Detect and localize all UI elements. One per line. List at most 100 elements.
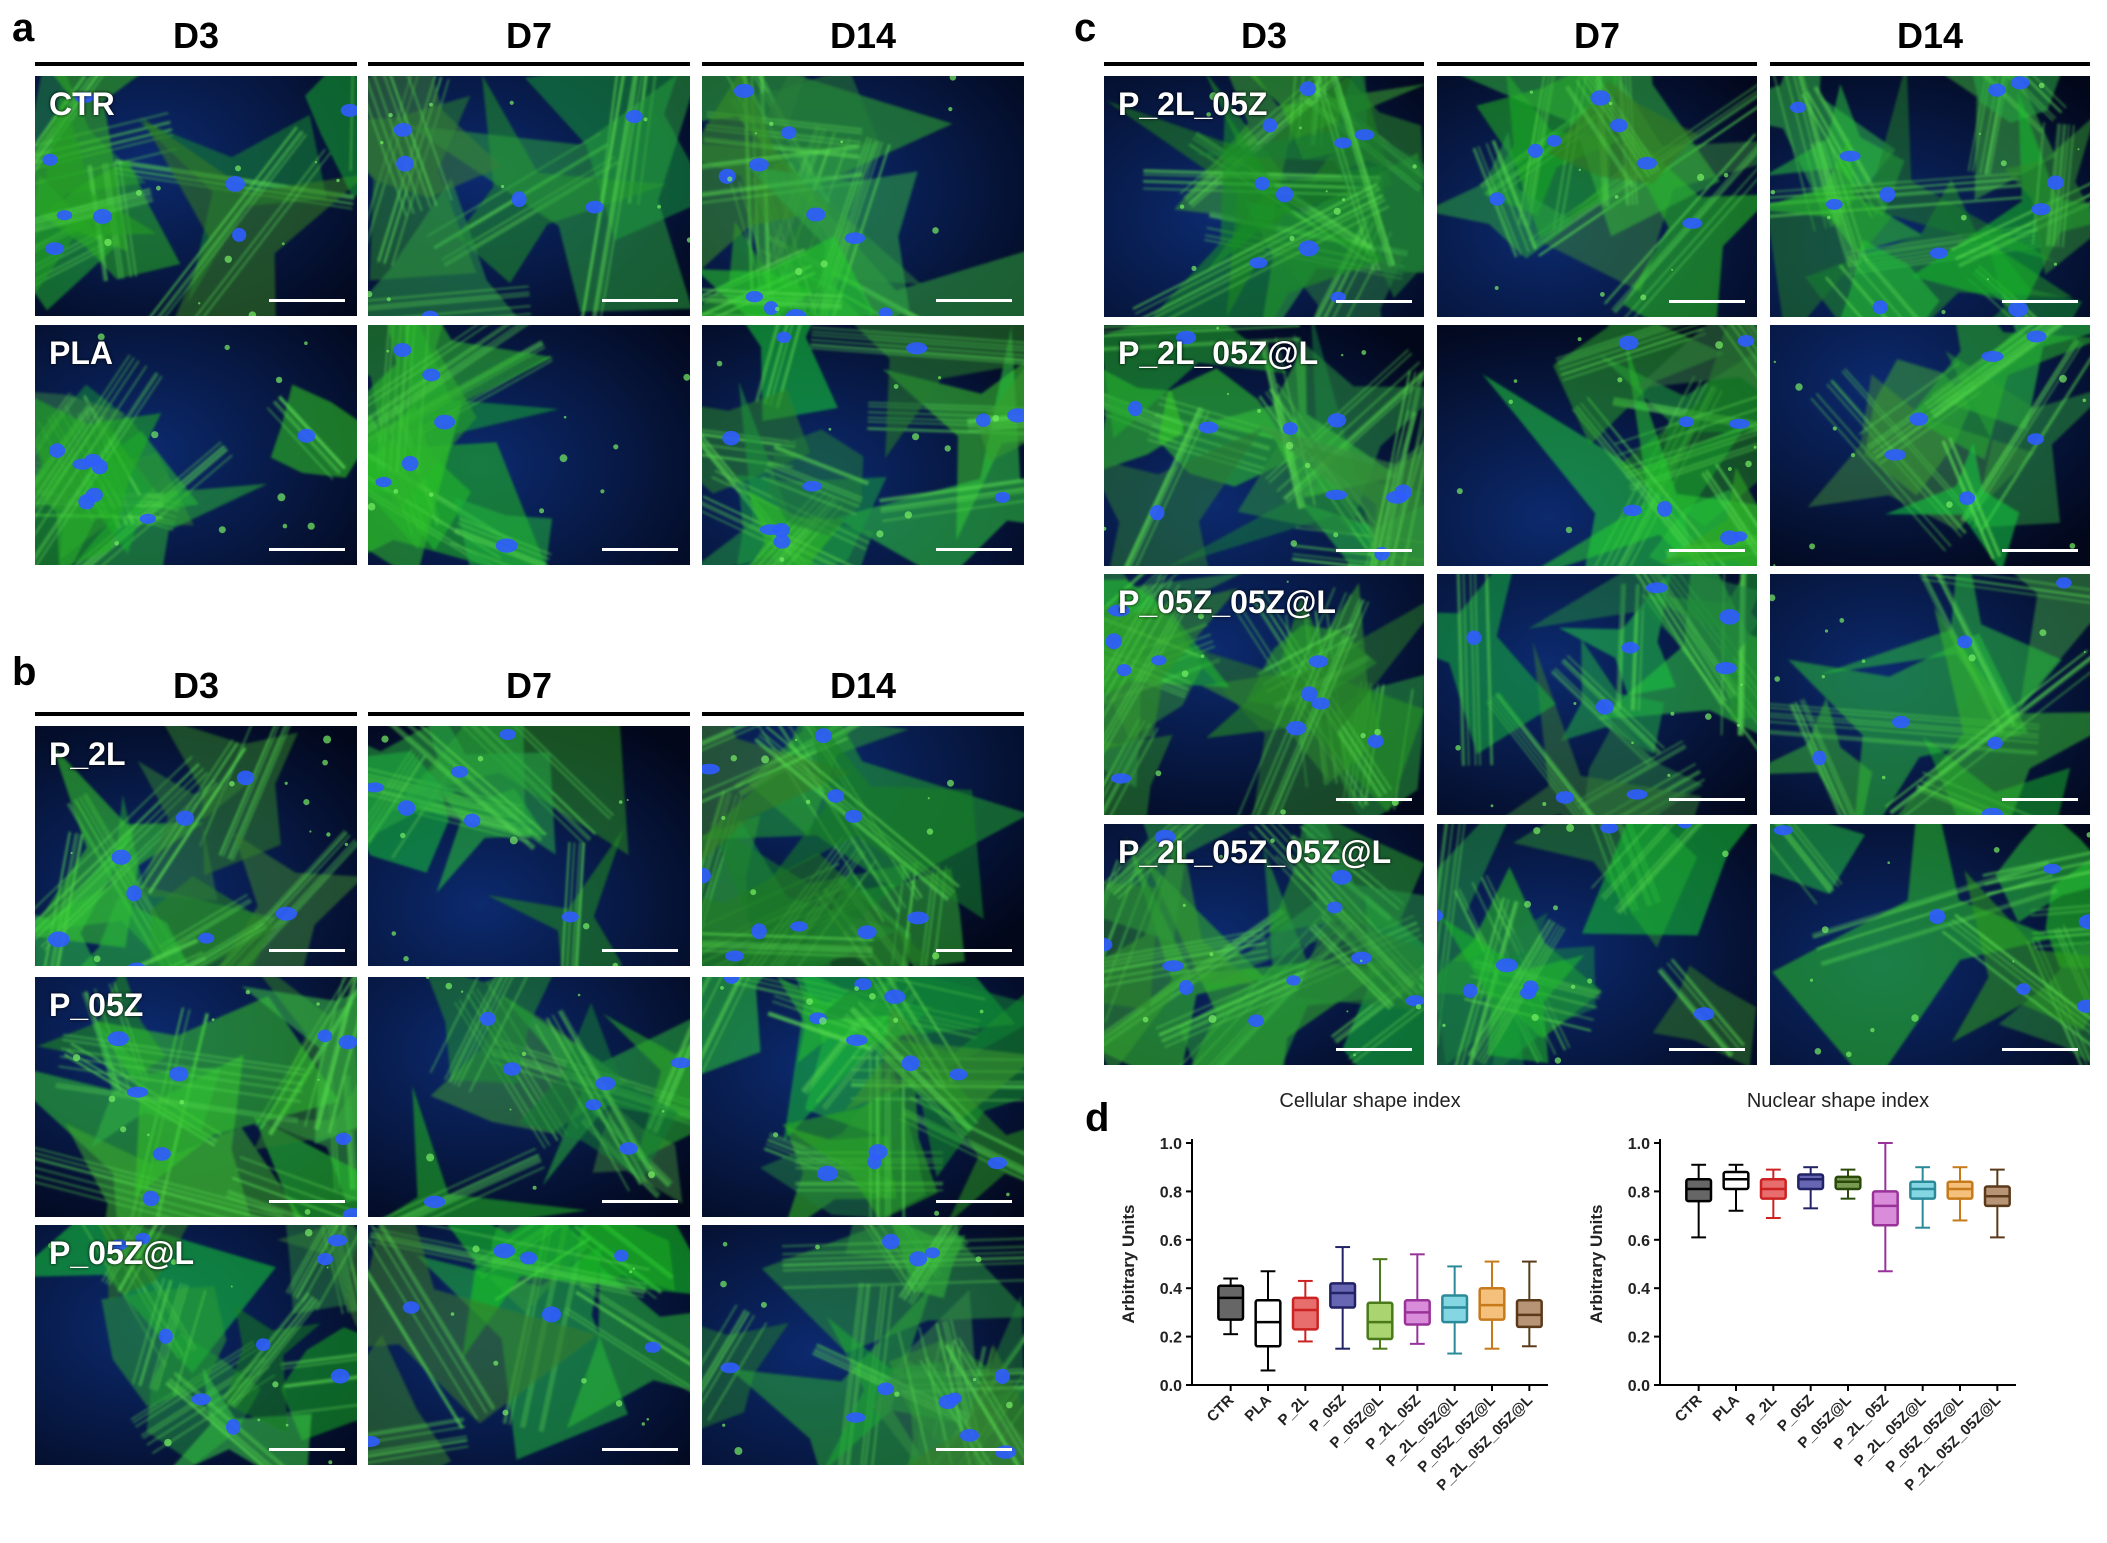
row-label: PLA	[49, 335, 113, 371]
panel-a-col-d7: D7	[505, 15, 553, 56]
micrograph-tile	[1437, 574, 1757, 815]
fluorescence-image	[702, 977, 1024, 1217]
box-p-2l	[1291, 1296, 1319, 1331]
micrograph-tile	[1437, 325, 1757, 566]
y-tick-label: 0.4	[1160, 1281, 1182, 1298]
x-tick-label: CTR	[1204, 1392, 1238, 1426]
panel-b-col-d3: D3	[172, 665, 220, 706]
row-label: P_2L_05Z_05Z@L	[1118, 834, 1392, 870]
fluorescence-image	[1104, 325, 1424, 566]
scale-bar	[1336, 549, 1412, 552]
box-p-2l-05z	[1871, 1190, 1899, 1227]
fluorescence-image	[1437, 574, 1757, 815]
y-tick-label: 0.2	[1160, 1330, 1182, 1347]
fluorescence-image	[1770, 574, 2090, 815]
fluorescence-image	[35, 325, 357, 565]
fluorescence-image	[1437, 76, 1757, 317]
micrograph-tile	[1770, 574, 2090, 815]
scale-bar	[936, 548, 1012, 551]
scale-bar	[1336, 1048, 1412, 1051]
scale-bar	[1669, 798, 1745, 801]
panel-a-header-rule	[368, 62, 690, 66]
panel-c-col-d14: D14	[1896, 15, 1964, 56]
scale-bar	[936, 949, 1012, 952]
scale-bar	[1336, 300, 1412, 303]
box-plot: Cellular shape index Arbitrary Units 0.0 0.…	[1119, 1090, 1548, 1494]
micrograph-tile	[1770, 76, 2090, 317]
scale-bar	[936, 299, 1012, 302]
scale-bar	[936, 1200, 1012, 1203]
fluorescence-image	[35, 76, 357, 316]
micrograph-tile	[1770, 325, 2090, 566]
scale-bar	[1669, 549, 1745, 552]
x-tick-label: PLA	[1710, 1392, 1743, 1425]
fluorescence-image	[702, 726, 1024, 966]
nuclear-shape-index-chart: Nuclear shape index Arbitrary Units 0.0 0.2…	[1578, 1085, 2028, 1540]
scale-bar	[2002, 1048, 2078, 1051]
micrograph-tile: P_2L_05Z_05Z@L	[1104, 824, 1424, 1065]
panel-label-a: a	[12, 6, 35, 50]
micrograph-tile	[1437, 824, 1757, 1065]
y-tick-label: 0.6	[1628, 1233, 1650, 1250]
panel-a-col-d14: D14	[829, 15, 897, 56]
y-tick-label: 0.6	[1160, 1233, 1182, 1250]
micrograph-tile	[702, 726, 1024, 966]
scale-bar	[269, 299, 345, 302]
x-tick-label: PLA	[1242, 1392, 1275, 1425]
fluorescence-image	[368, 325, 690, 565]
scale-bar	[602, 299, 678, 302]
fluorescence-image	[35, 726, 357, 966]
y-axis-label: Arbitrary Units	[1119, 1204, 1138, 1323]
scale-bar	[602, 1448, 678, 1451]
scale-bar	[2002, 549, 2078, 552]
y-tick-label: 0.0	[1628, 1378, 1650, 1395]
micrograph-tile: P_05Z	[35, 977, 357, 1217]
fluorescence-image	[702, 325, 1024, 565]
panel-label-b: b	[12, 650, 37, 694]
row-label: CTR	[49, 86, 115, 122]
micrograph-tile	[368, 726, 690, 966]
row-label: P_05Z@L	[49, 1235, 195, 1271]
micrograph-tile: CTR	[35, 76, 357, 316]
micrograph-tile: PLA	[35, 325, 357, 565]
y-tick-label: 1.0	[1628, 1136, 1650, 1153]
scale-bar	[1336, 798, 1412, 801]
scale-bar	[269, 548, 345, 551]
y-tick-label: 0.0	[1160, 1378, 1182, 1395]
fluorescence-image	[1437, 824, 1757, 1065]
fluorescence-image	[1770, 76, 2090, 317]
panel-b-header-rule	[702, 712, 1024, 716]
y-tick-label: 1.0	[1160, 1136, 1182, 1153]
fluorescence-image	[1437, 325, 1757, 566]
panel-b-col-d7: D7	[505, 665, 553, 706]
panel-c-header-rule	[1437, 62, 1757, 66]
micrograph-tile	[368, 977, 690, 1217]
scale-bar	[1669, 300, 1745, 303]
x-tick-label: CTR	[1672, 1392, 1706, 1426]
scale-bar	[602, 548, 678, 551]
micrograph-tile	[702, 977, 1024, 1217]
scale-bar	[269, 949, 345, 952]
scale-bar	[1669, 1048, 1745, 1051]
fluorescence-image	[1104, 574, 1424, 815]
micrograph-tile: P_05Z_05Z@L	[1104, 574, 1424, 815]
micrograph-tile	[702, 325, 1024, 565]
micrograph-tile	[368, 325, 690, 565]
micrograph-tile	[1770, 824, 2090, 1065]
micrograph-tile: P_2L_05Z	[1104, 76, 1424, 317]
micrograph-tile	[368, 76, 690, 316]
panel-c-header-rule	[1770, 62, 2090, 66]
row-label: P_2L_05Z@L	[1118, 335, 1319, 371]
micrograph-tile	[702, 76, 1024, 316]
chart-title: Cellular shape index	[1279, 1090, 1460, 1112]
fluorescence-image	[35, 977, 357, 1217]
panel-b-col-d14: D14	[829, 665, 897, 706]
fluorescence-image	[368, 977, 690, 1217]
row-label: P_2L	[49, 736, 126, 772]
scale-bar	[936, 1448, 1012, 1451]
scale-bar	[2002, 300, 2078, 303]
panel-c-col-d7: D7	[1573, 15, 1621, 56]
scale-bar	[2002, 798, 2078, 801]
fluorescence-image	[1104, 824, 1424, 1065]
box-p-05z	[1797, 1173, 1825, 1191]
